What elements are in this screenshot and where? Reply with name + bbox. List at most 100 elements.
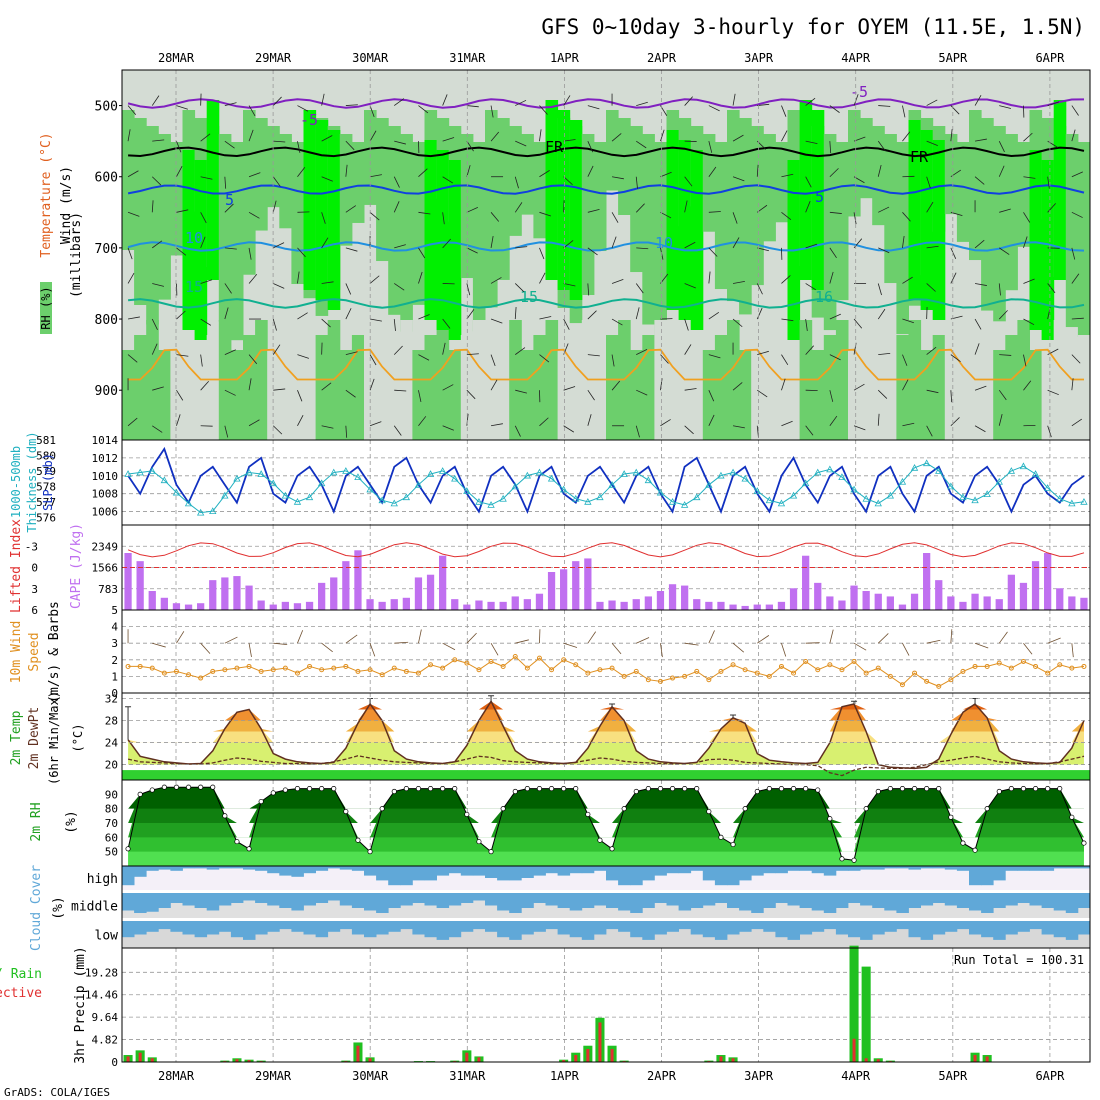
wind-barb [490,277,502,284]
wind-barb [127,129,131,142]
wind-speed-point [633,668,639,674]
cloud-cell [182,866,195,869]
wind-barb [974,343,980,355]
wind-barb [321,382,332,391]
wind-barb [369,378,375,391]
wind-speed-point [984,663,990,669]
wind-barb-10m [732,642,745,653]
thickness-point [572,494,580,502]
wind-barb [200,236,206,249]
rh-moist-cell [255,118,268,231]
wind-barb [514,425,521,437]
wind-barb [321,176,333,182]
rh-low-cell [279,335,292,440]
cloud-cell [1029,893,1042,906]
isotherm-line [128,146,1085,158]
precip-convective-bar [574,1055,578,1062]
contour-label: 15 [520,288,538,306]
thickness-point [451,474,459,482]
cloud-cell [727,866,740,886]
cape-bar [124,553,132,610]
precip-total-legend: Total / Rain [0,967,42,982]
wind-tick-label: 3 [111,637,118,650]
wind-speed-point [186,672,192,678]
wind-tick-label: 2 [111,654,118,667]
wind-barb [272,425,283,435]
wind-speed-point [307,663,313,669]
precip-tick-label: 0 [111,1056,118,1069]
rh-point [246,846,252,852]
wind-barb [950,390,953,403]
cape-bar [862,591,870,610]
cloud-cell [412,866,425,881]
wind-barb [902,131,911,142]
thickness-point [668,497,677,505]
wind-tick-label: 4 [111,621,118,634]
wind-speed-point [645,677,651,683]
rh-point [464,811,470,817]
rh-point [282,787,288,793]
wind-speed-point [1033,663,1039,669]
wind-barb [176,247,187,256]
cape-bar [281,601,289,610]
rh-low-cell [630,350,643,440]
rh-point [1033,786,1039,792]
cloud-cell [666,921,679,932]
wind-barb [345,140,355,151]
thickness-point [547,474,556,482]
thickness-point [765,496,774,504]
rh-saturated-cell [678,140,692,320]
cloud-cell [835,921,849,935]
precip-convective-bar [973,1055,977,1062]
temperature-axis-label: Temperature (°C) [39,132,54,257]
rh-tick-label: 50 [105,846,118,859]
rh-low-cell [122,350,135,440]
cape-bar [463,604,471,610]
wind-barb [853,318,863,329]
wind-barb [587,165,594,177]
rh-saturated-cell [315,120,329,300]
temp-tick-label: 32 [105,693,118,706]
wind-barb [829,211,842,214]
cloud-cell [884,921,897,932]
wind-barb [829,271,834,284]
rh-point [137,791,143,797]
wind-barb [926,176,931,189]
wind-barb [1023,176,1036,179]
pressure-tick-label: 500 [95,100,118,115]
cloud-cell [763,893,776,908]
wind-barb [1047,140,1059,148]
top-date-label: 28MAR [158,51,195,65]
wind-barb [805,97,816,106]
cloud-cell [1053,866,1067,869]
cape-bar [898,604,907,610]
thickness-point [862,494,870,502]
rh-saturated-cell [569,120,583,300]
rh-low-cell [956,350,970,440]
rh-low-cell [666,350,680,440]
wind-barb [1047,283,1056,294]
wind-barb [732,425,745,429]
wind-barb [999,208,1011,213]
wind-barb [877,308,886,320]
wind-barb [514,307,517,320]
cloud-cell [424,921,437,938]
rh-low-cell [255,320,268,440]
rh-point [548,786,555,792]
rh-moist-cell [376,118,389,262]
thickness-point [838,473,846,480]
cloud-cell [569,866,583,874]
rh-tick-label: 80 [105,803,118,816]
cloud-cell [376,893,389,913]
wind-barb-10m [176,631,185,644]
contour-label: 10 [185,229,203,247]
wind-barb [926,201,934,213]
rh-low-cell [1041,335,1055,440]
cloud-cell [412,893,425,903]
cloud-cell [618,893,631,911]
wind-barb [248,172,261,178]
rh-moist-cell [618,118,631,215]
wind-speed-point [585,670,591,676]
rh-moist-cell [944,134,958,215]
